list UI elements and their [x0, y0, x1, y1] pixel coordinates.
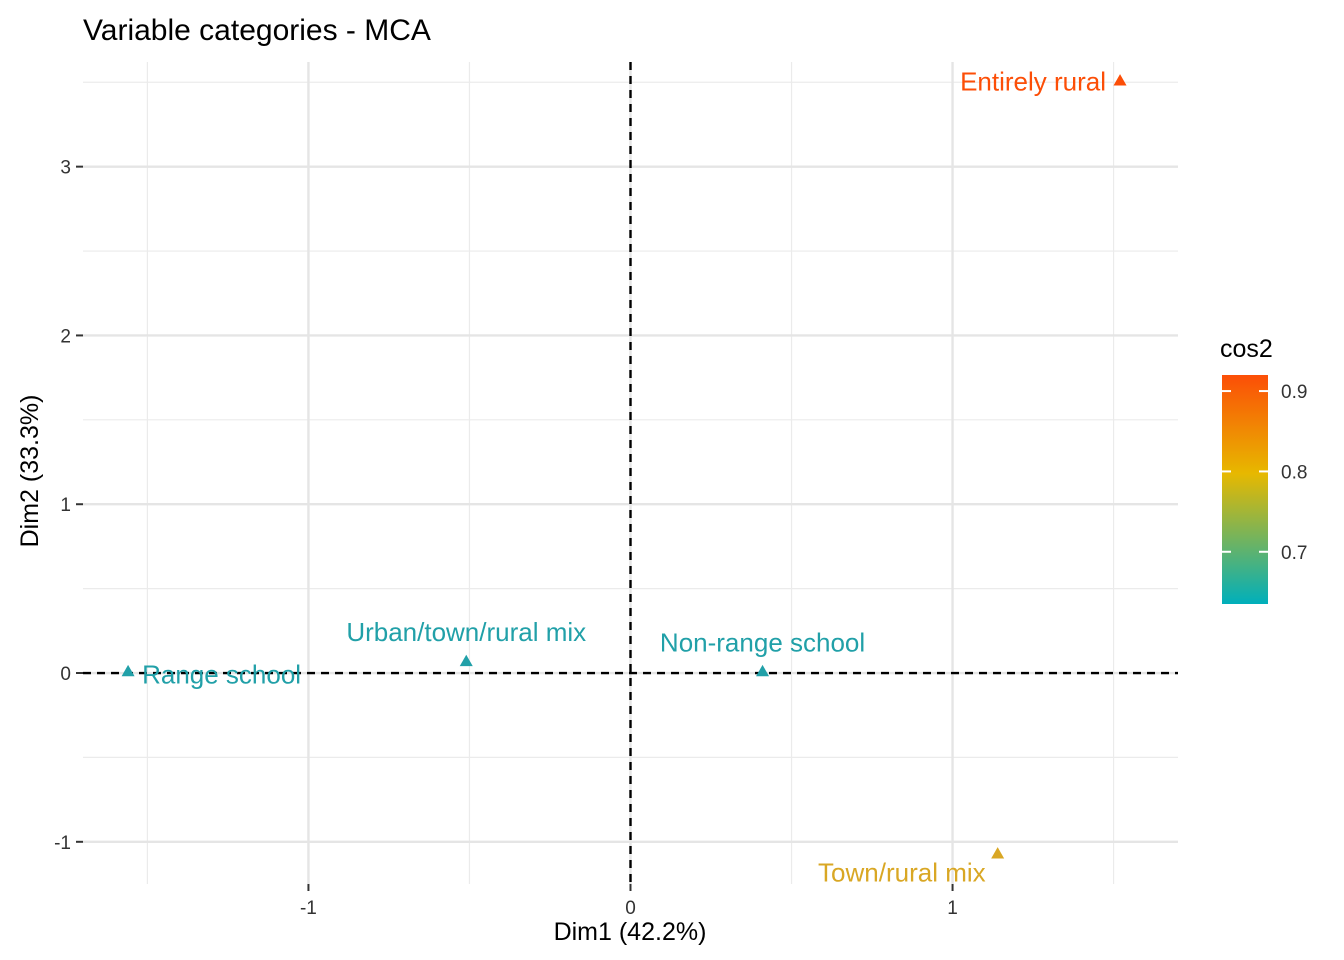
- data-point-label: Entirely rural: [960, 67, 1106, 97]
- chart-title: Variable categories - MCA: [83, 14, 431, 47]
- y-tick-label: 0: [60, 664, 71, 685]
- data-point-label: Urban/town/rural mix: [346, 617, 586, 647]
- legend-colorbar: [1222, 375, 1268, 604]
- data-point-label: Range school: [142, 659, 301, 689]
- y-tick-label: 1: [60, 495, 71, 516]
- data-point-label: Non-range school: [660, 627, 865, 657]
- data-point-triangle: [756, 664, 770, 677]
- x-tick-label: -1: [300, 898, 317, 919]
- legend: cos2 0.7 0.8 0.9: [1220, 335, 1307, 604]
- y-tick-label: 3: [60, 158, 71, 179]
- plot-panel: Entirely rural Urban/town/rural mix Non-ra…: [83, 62, 1178, 888]
- legend-ticks: 0.7 0.8 0.9: [1222, 382, 1307, 564]
- y-tick-label: -1: [54, 833, 71, 854]
- data-point-triangle: [121, 664, 135, 677]
- data-point-triangle: [459, 654, 473, 667]
- legend-title: cos2: [1220, 335, 1273, 363]
- data-point-label: Town/rural mix: [818, 858, 986, 888]
- x-tick-label: 1: [947, 898, 958, 919]
- y-tick-label: 2: [60, 326, 71, 347]
- legend-tick-label: 0.8: [1281, 462, 1307, 483]
- legend-tick-label: 0.9: [1281, 382, 1307, 403]
- x-axis-title: Dim1 (42.2%): [554, 918, 707, 946]
- x-tick-label: 0: [625, 898, 636, 919]
- y-axis-title: Dim2 (33.3%): [16, 395, 44, 548]
- legend-tick-label: 0.7: [1281, 543, 1307, 564]
- data-point-triangle: [1113, 74, 1127, 86]
- data-point-triangle: [991, 847, 1005, 859]
